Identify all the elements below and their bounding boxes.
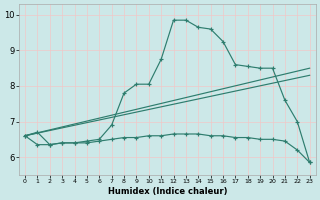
X-axis label: Humidex (Indice chaleur): Humidex (Indice chaleur) — [108, 187, 227, 196]
